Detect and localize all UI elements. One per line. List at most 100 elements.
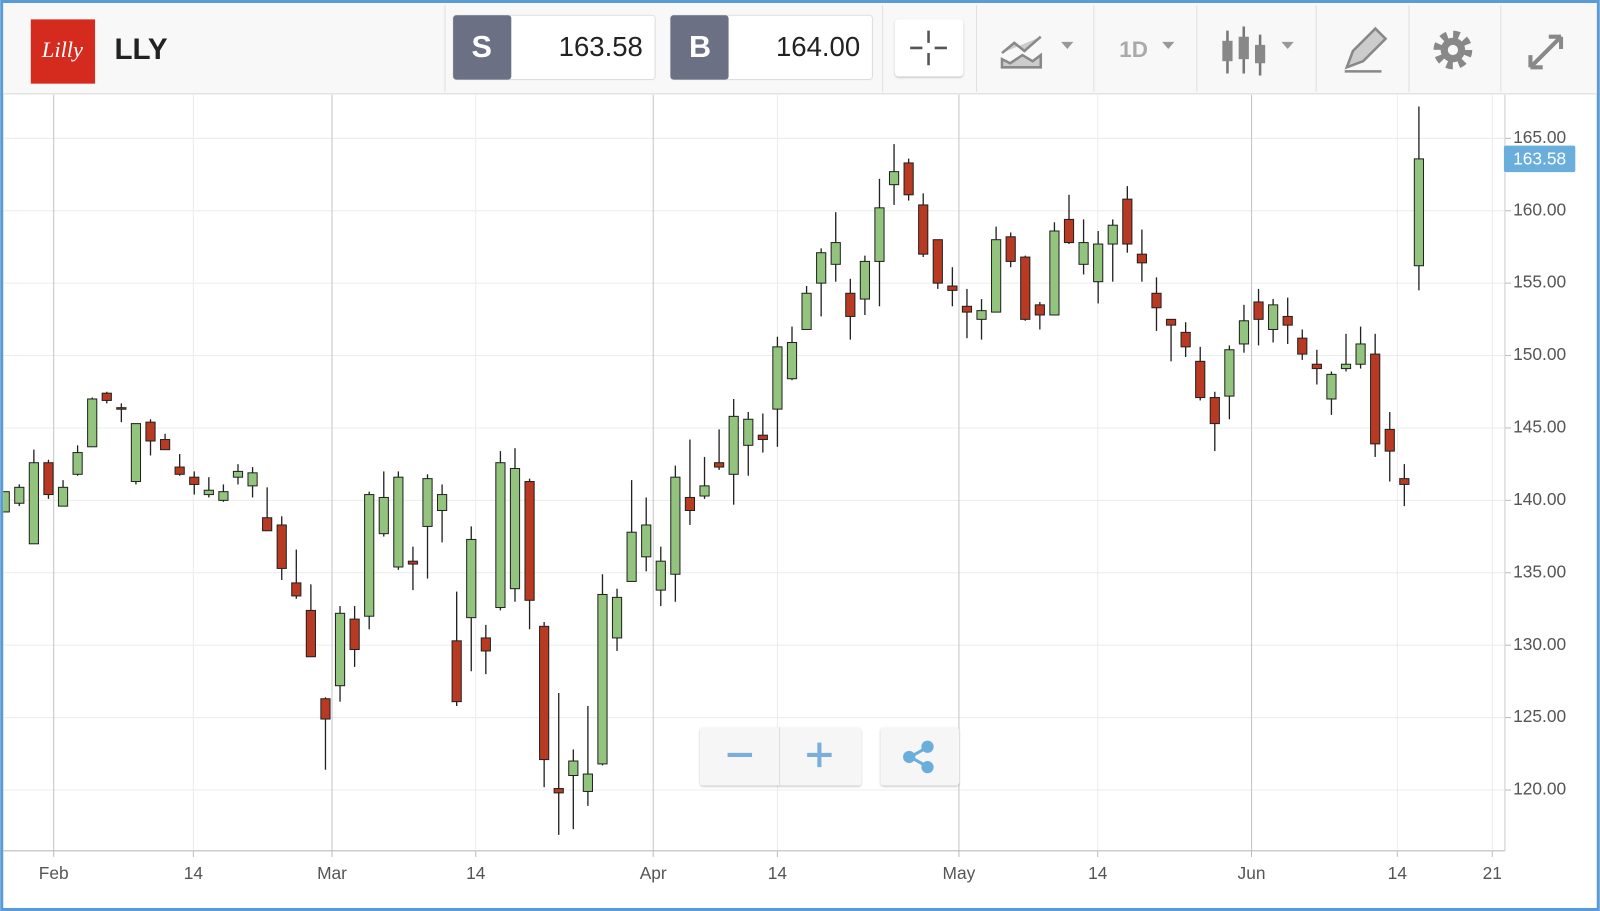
candle-body xyxy=(189,476,200,485)
candle-body xyxy=(1238,320,1250,345)
y-tick-label: 125.00 xyxy=(1513,706,1566,726)
candle-body xyxy=(859,260,870,300)
candle-body xyxy=(655,560,666,591)
x-tick-label: 14 xyxy=(768,863,788,883)
candle-body xyxy=(1384,428,1395,452)
candle-body xyxy=(1122,198,1133,245)
candle-body xyxy=(1165,318,1177,326)
candle-body xyxy=(436,494,448,512)
share-icon xyxy=(921,740,934,753)
candle-body xyxy=(582,773,593,792)
sell-button[interactable]: S 163.58 xyxy=(452,14,656,81)
candle-body xyxy=(1063,218,1075,244)
y-tick-label: 150.00 xyxy=(1513,344,1566,364)
candle-body xyxy=(786,341,798,380)
symbol: LLY xyxy=(114,33,167,66)
candle-body xyxy=(262,517,273,532)
y-tick-label: 155.00 xyxy=(1513,272,1566,292)
x-tick-label: Mar xyxy=(317,863,347,883)
candle-body xyxy=(830,242,841,265)
candle-body xyxy=(174,466,185,475)
x-tick-label: 14 xyxy=(466,863,486,883)
indicators-button[interactable] xyxy=(1000,35,1074,69)
gear-teeth xyxy=(1433,30,1473,70)
drawing-button[interactable] xyxy=(1344,26,1388,73)
candle-body xyxy=(1340,363,1352,370)
candle-body xyxy=(874,207,885,262)
candle-body xyxy=(976,310,987,320)
share-icon xyxy=(921,761,934,774)
candle-body xyxy=(1049,230,1060,316)
candle-body xyxy=(714,462,725,468)
candle-body xyxy=(393,476,404,568)
interval: 1D xyxy=(1119,37,1148,62)
candle-body xyxy=(1005,236,1016,262)
logo xyxy=(30,19,96,84)
candle-body xyxy=(3,491,10,513)
candle-body xyxy=(743,418,754,446)
candle-body xyxy=(1413,158,1425,267)
candle-body xyxy=(801,292,812,330)
candle-body xyxy=(43,462,54,496)
candle-body xyxy=(670,476,681,575)
dropdown-arrow xyxy=(1162,41,1175,49)
candle-body xyxy=(72,452,83,475)
interval-button[interactable]: 1D xyxy=(1119,37,1175,62)
candle-body xyxy=(349,618,360,651)
expand-icon xyxy=(1528,34,1564,70)
crosshair-button[interactable] xyxy=(894,19,964,77)
candle-body xyxy=(961,305,973,313)
candle-body xyxy=(451,640,462,703)
candle-body xyxy=(14,486,25,504)
candle-body xyxy=(87,398,98,448)
y-tick-label: 145.00 xyxy=(1513,417,1566,437)
candle-body xyxy=(947,285,958,291)
candle-body xyxy=(597,593,608,765)
x-tick-label: 21 xyxy=(1483,863,1502,883)
candle-body xyxy=(611,596,623,639)
settings-button[interactable] xyxy=(1433,30,1473,70)
buy-price: 164.00 xyxy=(776,31,860,62)
x-tick-label: 14 xyxy=(1088,863,1108,883)
candle-icon xyxy=(1222,40,1233,62)
candle-body xyxy=(1268,304,1279,330)
grid xyxy=(3,94,1505,851)
buy-button[interactable]: B 164.00 xyxy=(669,14,873,81)
candle-body xyxy=(524,481,535,601)
fullscreen-button[interactable] xyxy=(1528,34,1564,70)
candle-body xyxy=(145,421,156,442)
candle-body xyxy=(1326,373,1337,400)
candle-body xyxy=(291,582,302,597)
chart-type-button[interactable] xyxy=(1222,26,1294,76)
share-bg xyxy=(880,727,960,786)
zoom-in-button[interactable] xyxy=(807,742,832,768)
candle-body xyxy=(218,491,229,501)
gear-hole xyxy=(1447,44,1459,56)
x-tick-label: Feb xyxy=(39,863,69,883)
share-button[interactable] xyxy=(880,727,960,786)
candle-body xyxy=(378,496,389,535)
candle-body xyxy=(641,524,652,558)
candle-body xyxy=(553,788,564,794)
candle-body xyxy=(305,609,316,658)
candle-body xyxy=(422,478,433,527)
candle-body xyxy=(816,252,827,284)
candle-body xyxy=(991,239,1002,313)
candle-body xyxy=(1297,337,1308,355)
candle-body xyxy=(684,496,696,512)
candle-body xyxy=(918,204,929,255)
share-icon xyxy=(903,750,916,764)
candle-body xyxy=(568,760,579,777)
zoom-bg xyxy=(700,727,862,786)
candle-body xyxy=(1355,343,1366,365)
candle-body xyxy=(932,239,943,284)
candle-body xyxy=(903,162,914,196)
x-tick-label: 14 xyxy=(184,863,204,883)
x-tick-label: May xyxy=(943,863,976,883)
candle-body xyxy=(203,489,214,496)
sell-badge xyxy=(453,15,512,80)
buy-label: B xyxy=(689,30,711,64)
y-tick-label: 135.00 xyxy=(1513,561,1566,581)
candle-body xyxy=(364,494,375,617)
toolbar: Lilly LLY S 163.58 B 164.00 1D xyxy=(3,3,1597,95)
